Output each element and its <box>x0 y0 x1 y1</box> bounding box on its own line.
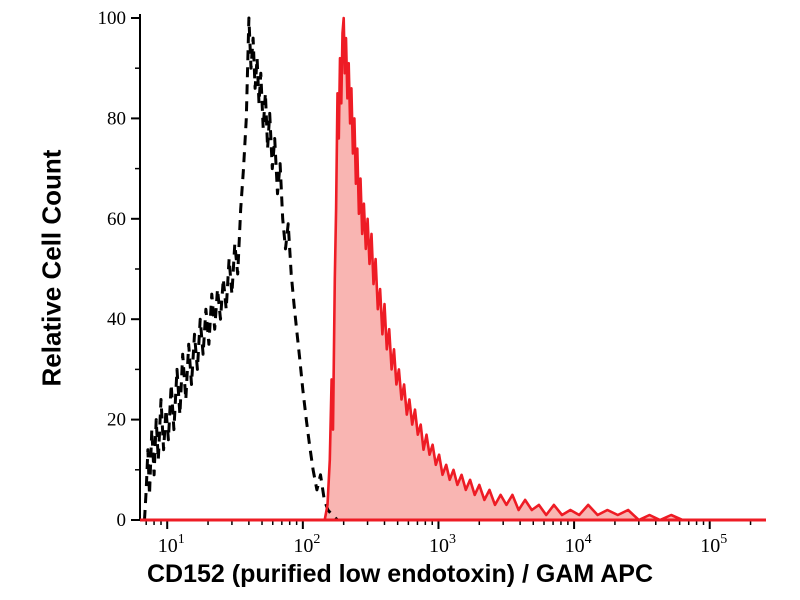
y-tick-label: 100 <box>98 8 127 29</box>
y-tick-label: 20 <box>107 410 126 431</box>
x-tick-label: 103 <box>429 532 456 557</box>
y-tick-label: 0 <box>117 510 127 531</box>
control-histogram-curve <box>143 16 339 522</box>
x-tick-label: 101 <box>158 532 185 557</box>
stained-histogram-curve <box>323 16 766 522</box>
y-tick-label: 80 <box>107 108 126 129</box>
x-tick-label: 105 <box>700 532 727 557</box>
series-fill-area <box>324 18 766 520</box>
x-tick-label: 104 <box>565 532 592 557</box>
y-tick-label: 60 <box>107 209 126 230</box>
y-axis-title: Relative Cell Count <box>36 149 67 387</box>
x-axis-title: CD152 (purified low endotoxin) / GAM APC <box>146 560 654 588</box>
x-tick-label: 102 <box>293 532 320 557</box>
y-tick-label: 40 <box>107 309 126 330</box>
